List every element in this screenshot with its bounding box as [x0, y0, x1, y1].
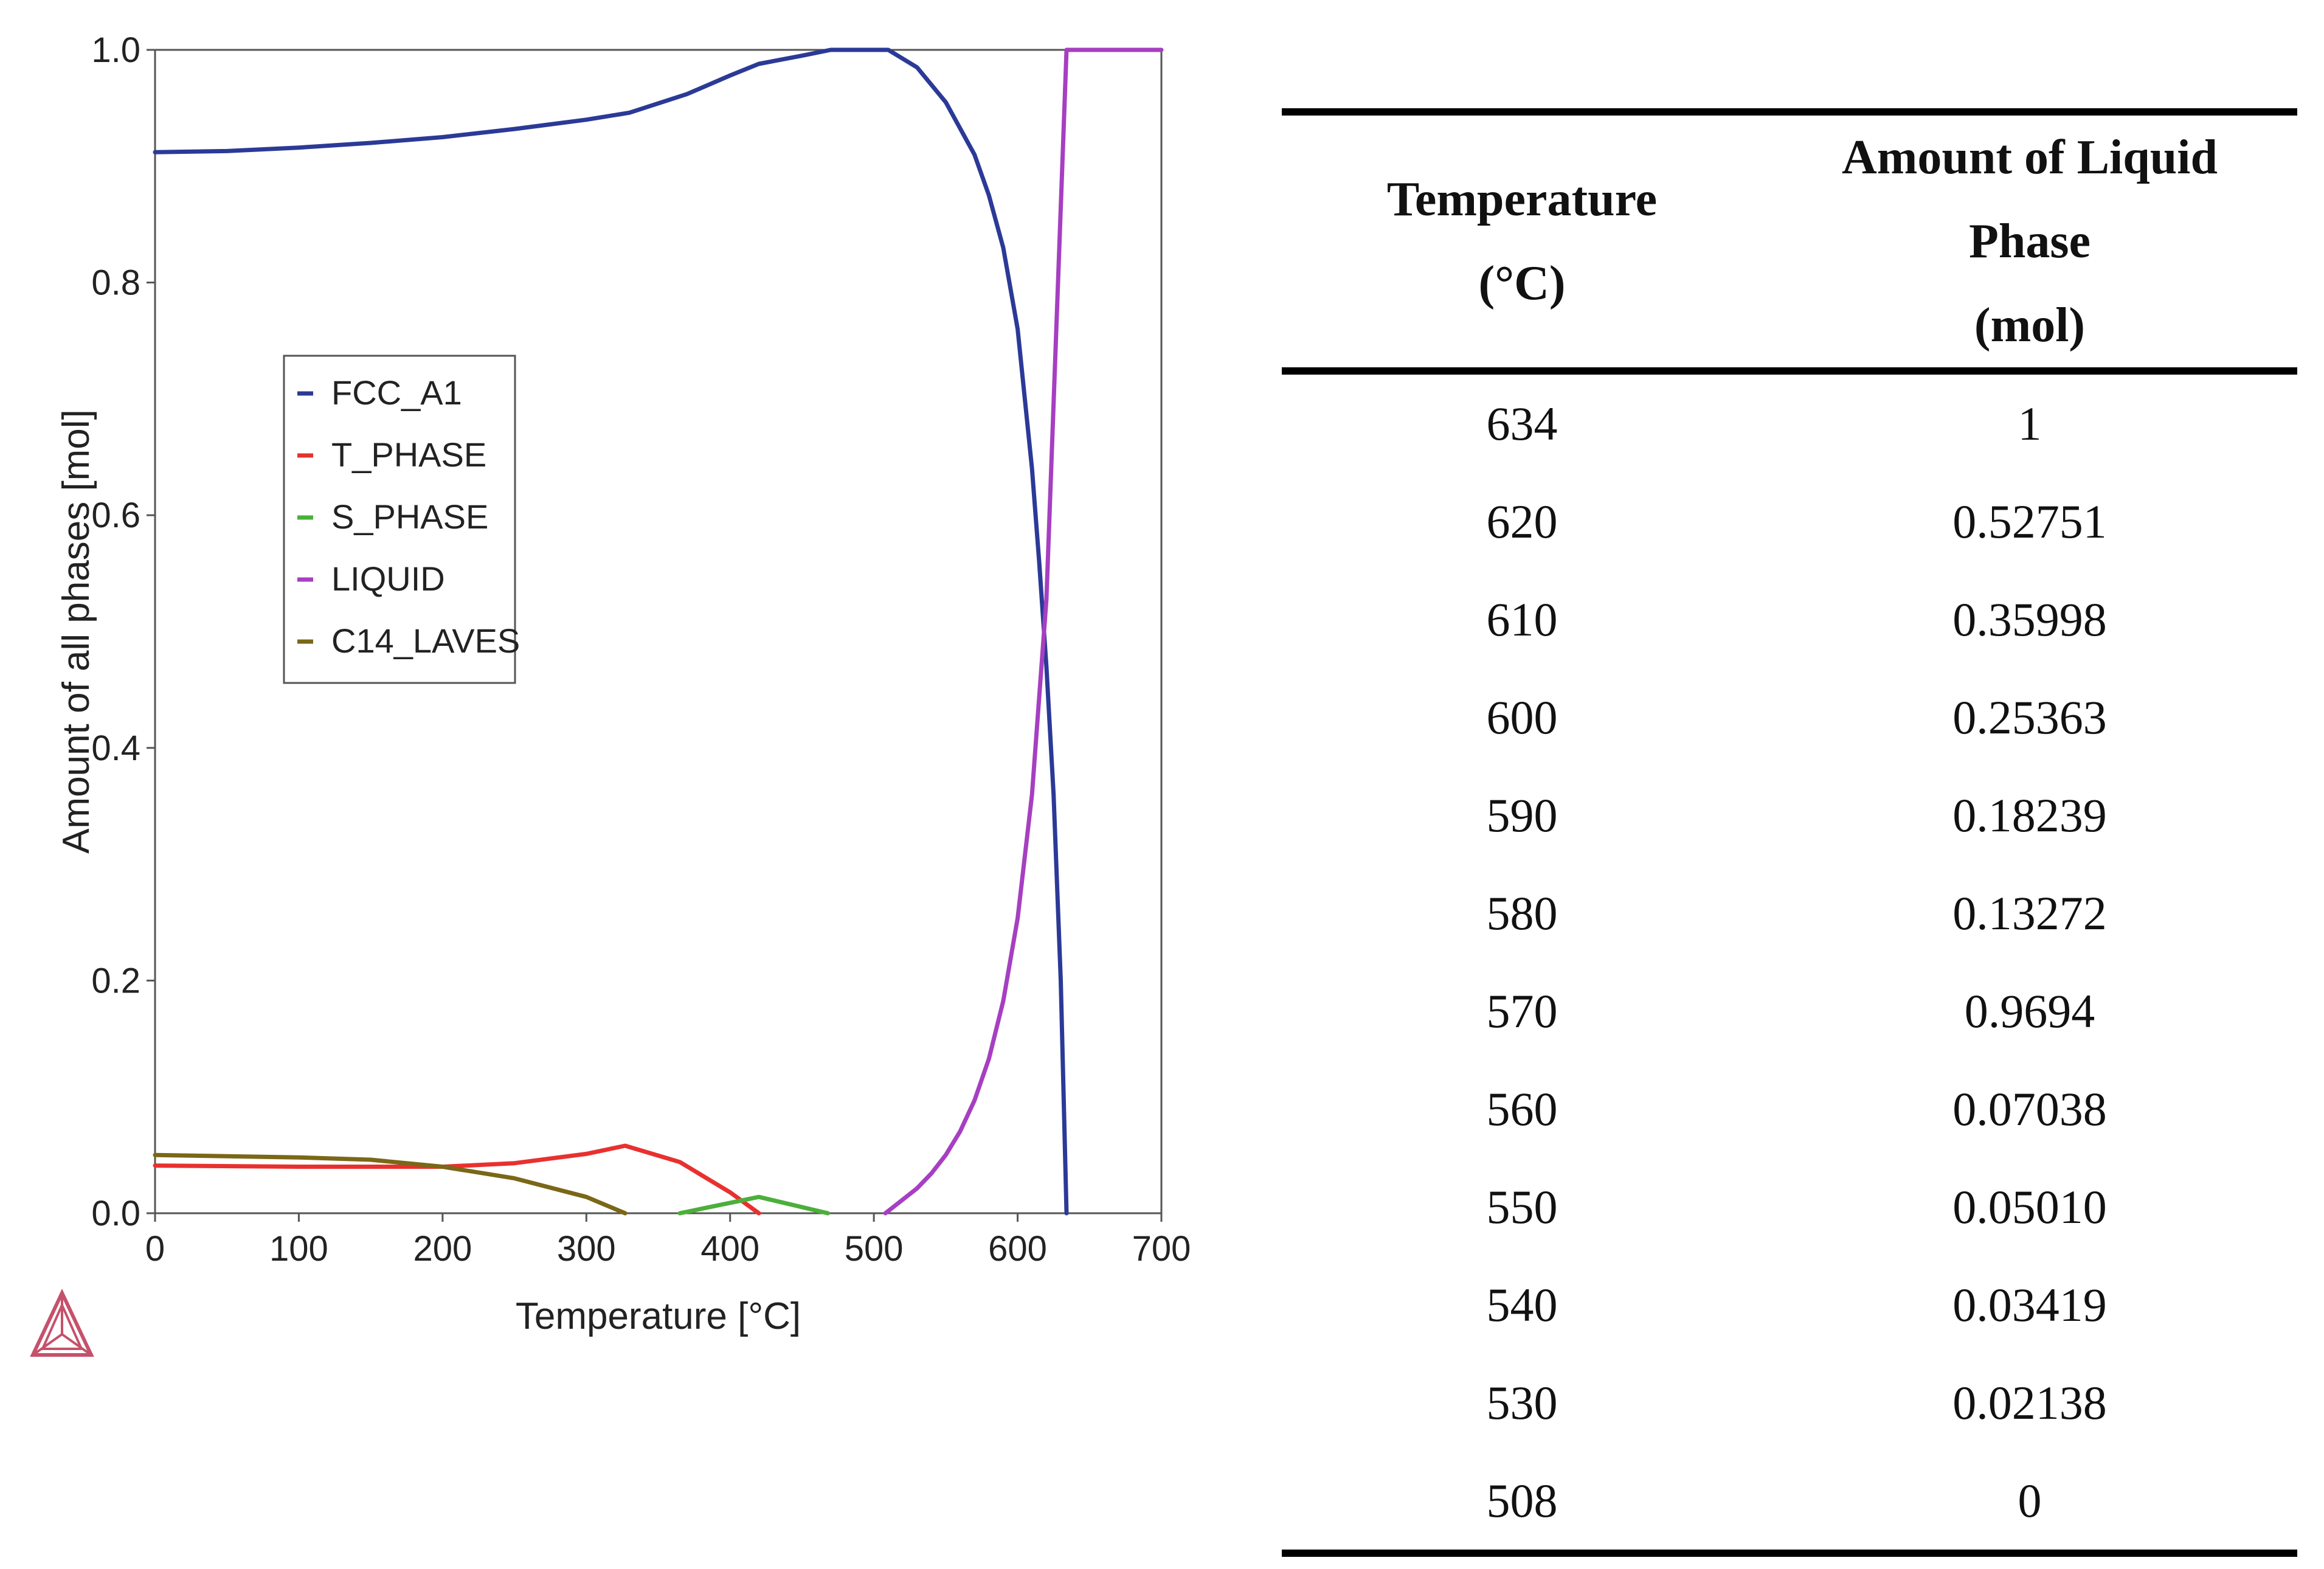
- x-tick-label: 700: [1132, 1229, 1191, 1269]
- legend-box: [283, 355, 516, 684]
- cell-temperature: 610: [1486, 592, 1558, 646]
- y-tick-label: 1.0: [91, 30, 140, 70]
- legend-label: LIQUID: [331, 559, 445, 598]
- series-line-liquid: [883, 47, 1164, 1216]
- cell-liquid: 1: [2018, 397, 2042, 450]
- legend-label: T_PHASE: [331, 435, 486, 474]
- cell-temperature: 580: [1486, 886, 1558, 940]
- cell-temperature: 550: [1486, 1180, 1558, 1233]
- cell-liquid: 0.18239: [1952, 788, 2107, 842]
- cell-liquid: 0.05010: [1952, 1180, 2107, 1233]
- y-tick-label: 0.8: [91, 263, 140, 303]
- x-tick-label: 500: [845, 1229, 904, 1269]
- table-row: 550 0.05010: [1282, 1158, 2297, 1256]
- header-temperature-unit: (°C): [1478, 257, 1566, 310]
- table-header-row: Temperature (°C) Amount of Liquid Phase …: [1282, 112, 2297, 371]
- x-tick-label: 200: [413, 1229, 472, 1269]
- cell-temperature: 620: [1486, 494, 1558, 548]
- legend-label: S_PHASE: [331, 497, 488, 536]
- triangle-logo-icon: [30, 1288, 94, 1357]
- y-tick-label: 0.0: [91, 1194, 140, 1233]
- cell-temperature: 634: [1486, 397, 1558, 450]
- cell-liquid: 0.07038: [1952, 1082, 2107, 1135]
- series-line-s-phase: [677, 1194, 830, 1216]
- phase-amount-chart: 0 100 200 300 400 500 600 700 0.0 0.2 0.4 0.6 0.8 1.0…: [30, 30, 1191, 1357]
- y-tick-label: 0.2: [91, 961, 140, 1000]
- table-row: 634 1: [1282, 371, 2297, 473]
- series-line-fcc-a1: [153, 47, 1069, 1216]
- table-row: 600 0.25363: [1282, 668, 2297, 766]
- table-row: 560 0.07038: [1282, 1060, 2297, 1158]
- cell-liquid: 0.9694: [1964, 984, 2095, 1037]
- table-row: 508 0: [1282, 1452, 2297, 1553]
- cell-liquid: 0.35998: [1952, 592, 2107, 646]
- cell-liquid: 0: [2018, 1474, 2042, 1527]
- cell-temperature: 508: [1486, 1474, 1558, 1527]
- table-row: 590 0.18239: [1282, 766, 2297, 864]
- cell-liquid: 0.02138: [1952, 1376, 2107, 1429]
- cell-temperature: 560: [1486, 1082, 1558, 1135]
- table-row: 540 0.03419: [1282, 1256, 2297, 1354]
- y-axis-label: Amount of all phases [mol]: [55, 409, 97, 854]
- cell-temperature: 540: [1486, 1278, 1558, 1331]
- cell-temperature: 570: [1486, 984, 1558, 1037]
- cell-temperature: 530: [1486, 1376, 1558, 1429]
- table-row: 570 0.9694: [1282, 962, 2297, 1060]
- table-row: 530 0.02138: [1282, 1354, 2297, 1452]
- legend-label: FCC_A1: [331, 373, 462, 412]
- table-row: 610 0.35998: [1282, 570, 2297, 668]
- x-tick-label: 100: [269, 1229, 328, 1269]
- series-line-c14-laves: [153, 1152, 628, 1216]
- x-axis-label: Temperature [°C]: [516, 1295, 801, 1337]
- legend-label: C14_LAVES: [331, 622, 520, 660]
- header-liquid-amount: Amount of Liquid Phase (mol): [1762, 112, 2297, 371]
- cell-temperature: 600: [1486, 690, 1558, 744]
- cell-liquid: 0.03419: [1952, 1278, 2107, 1331]
- series-line-t-phase: [153, 1143, 761, 1216]
- cell-liquid: 0.13272: [1952, 886, 2107, 940]
- table-row: 580 0.13272: [1282, 864, 2297, 962]
- header-liquid-line1: Amount of Liquid: [1842, 131, 2218, 184]
- header-temperature: Temperature (°C): [1282, 112, 1762, 371]
- header-temperature-line: Temperature: [1386, 173, 1658, 226]
- y-tick-label: 0.4: [91, 729, 140, 768]
- x-tick-label: 400: [700, 1229, 759, 1269]
- y-tick-label: 0.6: [91, 496, 140, 535]
- x-tick-label: 0: [145, 1229, 165, 1269]
- x-tick-label: 300: [557, 1229, 616, 1269]
- cell-liquid: 0.52751: [1952, 494, 2107, 548]
- liquid-phase-table: Temperature (°C) Amount of Liquid Phase …: [1282, 108, 2297, 1553]
- header-liquid-unit: (mol): [1974, 299, 2086, 352]
- cell-temperature: 590: [1486, 788, 1558, 842]
- table-row: 620 0.52751: [1282, 473, 2297, 570]
- x-tick-label: 600: [988, 1229, 1047, 1269]
- header-liquid-line2: Phase: [1969, 215, 2091, 268]
- legend: FCC_A1 T_PHASE S_PHASE LIQUID C14_LAVES: [283, 355, 520, 684]
- cell-liquid: 0.25363: [1952, 690, 2107, 744]
